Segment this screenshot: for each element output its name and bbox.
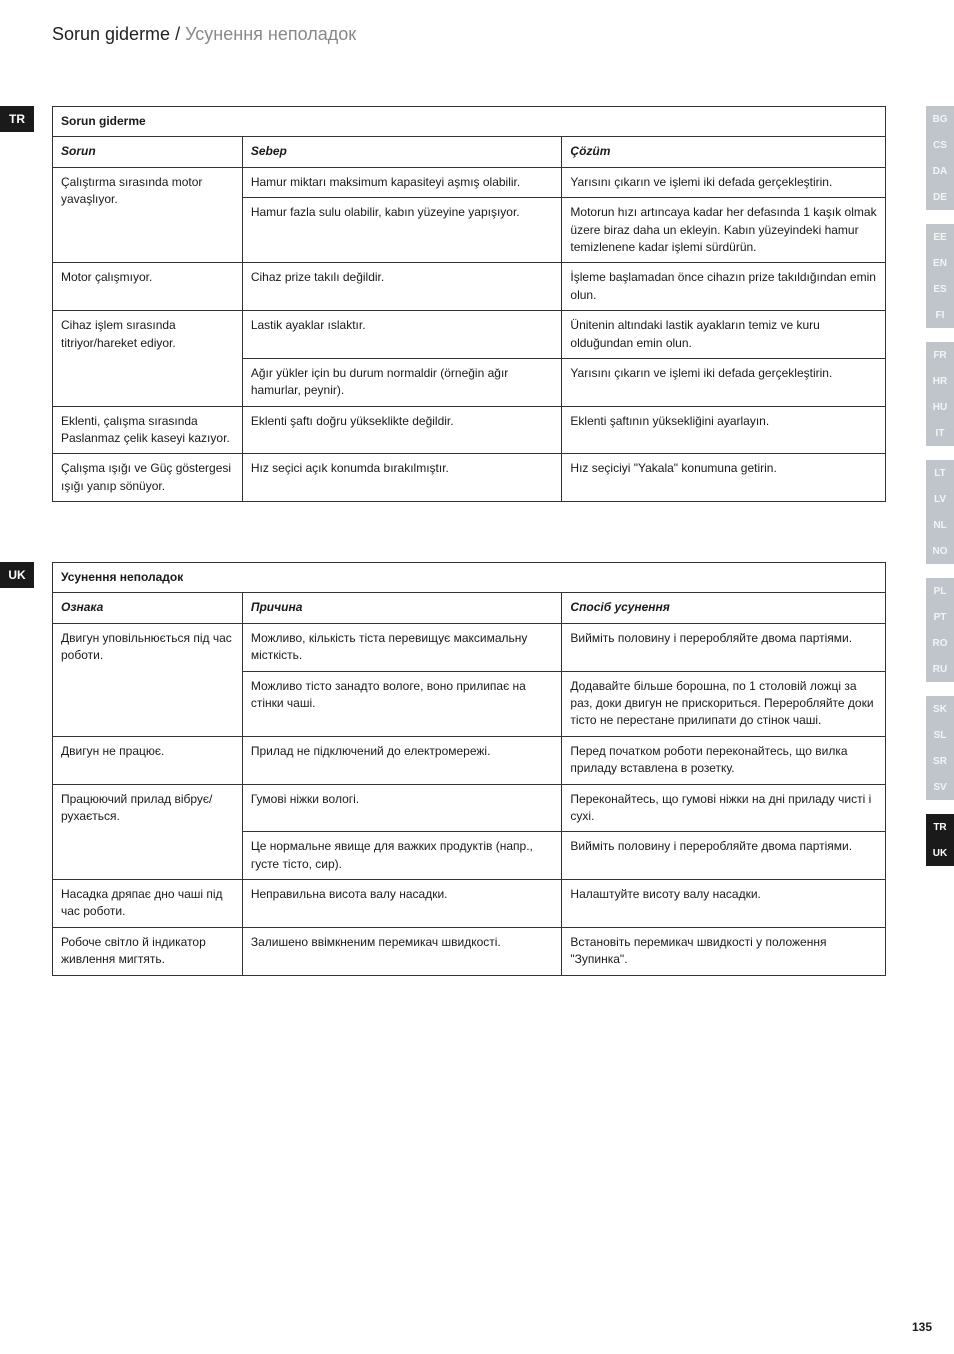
col-header: Спосіб усунення	[562, 593, 886, 623]
table-cell: Yarısını çıkarın ve işlemi iki defada ge…	[562, 167, 886, 197]
table-cell: Eklenti, çalışma sırasında Paslanmaz çel…	[53, 406, 243, 454]
side-tab-lv: LV	[926, 486, 954, 512]
table-cell: Насадка дряпає дно чаші під час роботи.	[53, 880, 243, 928]
table-cell: Неправильна висота валу насадки.	[242, 880, 562, 928]
table-cell: İşleme başlamadan önce cihazın prize tak…	[562, 263, 886, 311]
table-cell: Налаштуйте висоту валу насадки.	[562, 880, 886, 928]
table-cell: Перед початком роботи переконайтесь, що …	[562, 736, 886, 784]
side-tab-it: IT	[926, 420, 954, 446]
table-cell: Yarısını çıkarın ve işlemi iki defada ge…	[562, 358, 886, 406]
table-cell: Cihaz prize takılı değildir.	[242, 263, 562, 311]
troubleshooting-table-uk: Усунення неполадок Ознака Причина Спосіб…	[52, 562, 886, 976]
side-tab-en: EN	[926, 250, 954, 276]
table-cell: Двигун уповільнюється під час роботи.	[53, 623, 243, 736]
table-cell: Eklenti şaftının yüksekliğini ayarlayın.	[562, 406, 886, 454]
table-cell: Eklenti şaftı doğru yükseklikte değildir…	[242, 406, 562, 454]
side-tab-sr: SR	[926, 748, 954, 774]
side-tab-no: NO	[926, 538, 954, 564]
side-tab-sk: SK	[926, 696, 954, 722]
table-cell: Hamur fazla sulu olabilir, kabın yüzeyin…	[242, 198, 562, 263]
side-tab-de: DE	[926, 184, 954, 210]
lang-tab-tr: TR	[0, 106, 34, 132]
side-tab-pl: PL	[926, 578, 954, 604]
table-cell: Hız seçici açık konumda bırakılmıştır.	[242, 454, 562, 502]
table-cell: Це нормальне явище для важких продуктів …	[242, 832, 562, 880]
side-tab-ee: EE	[926, 224, 954, 250]
table-cell: Hız seçiciyi "Yakala" konumuna getirin.	[562, 454, 886, 502]
table-cell: Вийміть половину і переробляйте двома па…	[562, 832, 886, 880]
side-tab-uk: UK	[926, 840, 954, 866]
table-cell: Робоче світло й індикатор живлення мигтя…	[53, 927, 243, 975]
col-header: Sebep	[242, 137, 562, 167]
side-tab-da: DA	[926, 158, 954, 184]
table-cell: Прилад не підключений до електромережі.	[242, 736, 562, 784]
table-cell: Hamur miktarı maksimum kapasiteyi aşmış …	[242, 167, 562, 197]
table-cell: Çalışma ışığı ve Güç göstergesi ışığı ya…	[53, 454, 243, 502]
table-cell: Двигун не працює.	[53, 736, 243, 784]
page-title: Sorun giderme / Усунення неполадок	[52, 24, 356, 45]
title-part1: Sorun giderme /	[52, 24, 185, 44]
side-tab-ru: RU	[926, 656, 954, 682]
table-cell: Ağır yükler için bu durum normaldir (örn…	[242, 358, 562, 406]
side-tab-sv: SV	[926, 774, 954, 800]
table-cell: Cihaz işlem sırasında titriyor/hareket e…	[53, 311, 243, 407]
side-tab-cs: CS	[926, 132, 954, 158]
side-tab-sl: SL	[926, 722, 954, 748]
side-language-tabs: BGCSDADE EEENESFI FRHRHUIT LTLVNLNO PLPTRORU…	[926, 106, 954, 866]
table-cell: Ünitenin altındaki lastik ayakların temi…	[562, 311, 886, 359]
side-tab-fr: FR	[926, 342, 954, 368]
col-header: Çözüm	[562, 137, 886, 167]
lang-tab-uk: UK	[0, 562, 34, 588]
table-title: Sorun giderme	[53, 107, 886, 137]
side-tab-pt: PT	[926, 604, 954, 630]
side-tab-fi: FI	[926, 302, 954, 328]
table-cell: Додавайте більше борошна, по 1 столовій …	[562, 671, 886, 736]
table-cell: Можливо, кількість тіста перевищує макси…	[242, 623, 562, 671]
side-tab-hr: HR	[926, 368, 954, 394]
side-tab-tr: TR	[926, 814, 954, 840]
col-header: Причина	[242, 593, 562, 623]
side-tab-es: ES	[926, 276, 954, 302]
table-cell: Залишено ввімкненим перемикач швидкості.	[242, 927, 562, 975]
table-cell: Motor çalışmıyor.	[53, 263, 243, 311]
troubleshooting-table-tr: Sorun giderme Sorun Sebep Çözüm Çalıştır…	[52, 106, 886, 502]
side-tab-nl: NL	[926, 512, 954, 538]
side-tab-bg: BG	[926, 106, 954, 132]
table-title: Усунення неполадок	[53, 563, 886, 593]
col-header: Ознака	[53, 593, 243, 623]
table-cell: Встановіть перемикач швидкості у положен…	[562, 927, 886, 975]
side-tab-ro: RO	[926, 630, 954, 656]
table-cell: Вийміть половину і переробляйте двома па…	[562, 623, 886, 671]
table-cell: Переконайтесь, що гумові ніжки на дні пр…	[562, 784, 886, 832]
table-cell: Çalıştırma sırasında motor yavaşlıyor.	[53, 167, 243, 263]
table-cell: Motorun hızı artıncaya kadar her defasın…	[562, 198, 886, 263]
table-cell: Lastik ayaklar ıslaktır.	[242, 311, 562, 359]
table-cell: Можливо тісто занадто вологе, воно прили…	[242, 671, 562, 736]
title-part2: Усунення неполадок	[185, 24, 356, 44]
col-header: Sorun	[53, 137, 243, 167]
page-number: 135	[912, 1320, 932, 1334]
side-tab-hu: HU	[926, 394, 954, 420]
table-cell: Працюючий прилад вібрує/рухається.	[53, 784, 243, 880]
side-tab-lt: LT	[926, 460, 954, 486]
table-cell: Гумові ніжки вологі.	[242, 784, 562, 832]
